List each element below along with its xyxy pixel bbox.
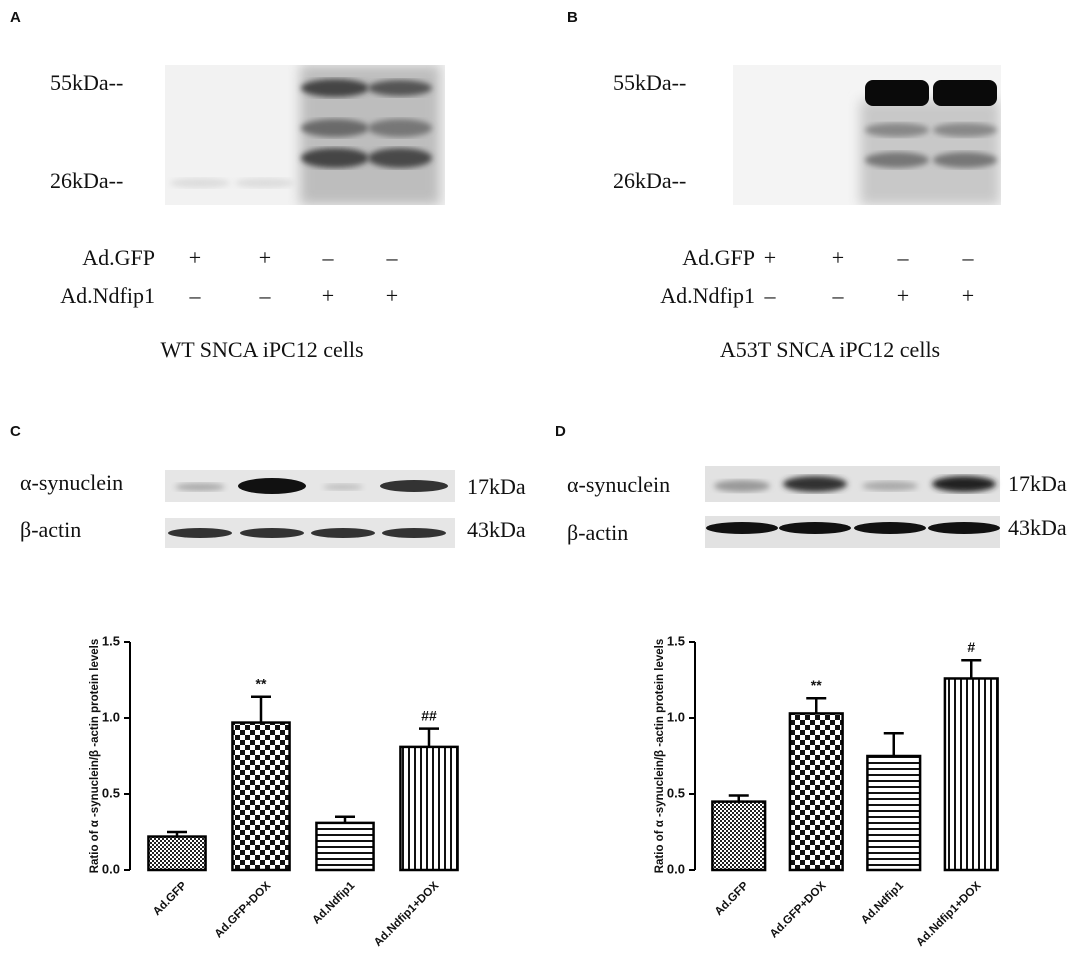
- significance-label: **: [256, 675, 267, 691]
- blot-size: 43kDa: [467, 517, 526, 542]
- error-bar: [883, 731, 904, 756]
- y-tick-label: 1.0: [102, 709, 120, 724]
- blot-size: 17kDa: [1008, 471, 1067, 496]
- treatment-sign: –: [386, 245, 399, 270]
- significance-label: #: [967, 639, 975, 655]
- significance-label: **: [811, 677, 822, 693]
- treatment-sign: –: [322, 245, 335, 270]
- x-tick-label: Ad.GFP+DOX: [213, 880, 274, 941]
- y-tick-label: 0.5: [102, 785, 120, 800]
- x-tick-label: Ad.GFP+DOX: [768, 880, 829, 941]
- x-tick-label: Ad.Ndfip1+DOX: [372, 880, 441, 949]
- treatment-sign: –: [259, 283, 272, 308]
- treatment-sign: +: [259, 245, 271, 270]
- treatment-sign: –: [189, 283, 202, 308]
- error-bar: [961, 658, 982, 679]
- y-axis-title: Ratio of α -synuclein/β -actin protein l…: [89, 639, 101, 874]
- error-bar: [335, 815, 355, 823]
- y-tick-label: 0.0: [667, 861, 685, 876]
- error-bar: [251, 695, 271, 723]
- blot-strip: [165, 470, 455, 548]
- caption: WT SNCA iPC12 cells: [160, 337, 363, 362]
- y-axis-title: Ratio of α -synuclein/β -actin protein l…: [654, 639, 666, 874]
- error-bar: [806, 696, 827, 714]
- y-tick-label: 1.0: [667, 709, 685, 724]
- y-tick-label: 0.5: [667, 785, 685, 800]
- treatment-sign: +: [322, 283, 334, 308]
- blot-label: α-synuclein: [20, 470, 123, 495]
- error-bar: [728, 794, 749, 802]
- treatment-sign: +: [962, 283, 974, 308]
- blot-image: [733, 65, 1001, 205]
- row-label: Ad.GFP: [682, 245, 755, 270]
- treatment-sign: +: [832, 245, 844, 270]
- panel-letter: D: [555, 423, 566, 440]
- x-tick-label: Ad.Ndfip1: [859, 879, 906, 926]
- bar: [231, 721, 291, 872]
- bar: [399, 745, 459, 872]
- treatment-sign: +: [764, 245, 776, 270]
- blot-size: 43kDa: [1008, 515, 1067, 540]
- size-marker: 26kDa--: [613, 168, 686, 193]
- blot-label: β-actin: [567, 520, 628, 545]
- caption: A53T SNCA iPC12 cells: [720, 337, 940, 362]
- row-label: Ad.GFP: [82, 245, 155, 270]
- bar: [711, 800, 767, 872]
- blot-image: [165, 65, 445, 205]
- blot-label: α-synuclein: [567, 472, 670, 497]
- panel-letter: C: [10, 423, 21, 440]
- row-label: Ad.Ndfip1: [660, 283, 755, 308]
- blot-strip: [705, 466, 1000, 548]
- error-bar: [419, 727, 439, 747]
- y-tick-label: 1.5: [667, 633, 685, 648]
- treatment-sign: +: [897, 283, 909, 308]
- row-label: Ad.Ndfip1: [60, 283, 155, 308]
- y-tick-label: 1.5: [102, 633, 120, 648]
- blot-label: β-actin: [20, 517, 81, 542]
- size-marker: 55kDa--: [50, 70, 123, 95]
- treatment-sign: +: [386, 283, 398, 308]
- bar: [943, 677, 999, 872]
- size-marker: 26kDa--: [50, 168, 123, 193]
- size-marker: 55kDa--: [613, 70, 686, 95]
- error-bar: [167, 830, 187, 837]
- treatment-sign: –: [832, 283, 845, 308]
- y-tick-label: 0.0: [102, 861, 120, 876]
- treatment-sign: –: [962, 245, 975, 270]
- blot-size: 17kDa: [467, 474, 526, 499]
- panel-letter: A: [10, 9, 21, 26]
- treatment-sign: –: [764, 283, 777, 308]
- x-tick-label: Ad.Ndfip1: [310, 879, 357, 926]
- bar: [866, 754, 922, 872]
- significance-label: ##: [421, 707, 437, 723]
- bar: [315, 821, 375, 872]
- panel-letter: B: [567, 9, 578, 26]
- bar: [788, 712, 844, 872]
- treatment-sign: –: [897, 245, 910, 270]
- x-tick-label: Ad.Ndfip1+DOX: [914, 880, 983, 949]
- treatment-sign: +: [189, 245, 201, 270]
- x-tick-label: Ad.GFP: [713, 880, 752, 919]
- bar: [147, 835, 207, 872]
- x-tick-label: Ad.GFP: [151, 880, 190, 919]
